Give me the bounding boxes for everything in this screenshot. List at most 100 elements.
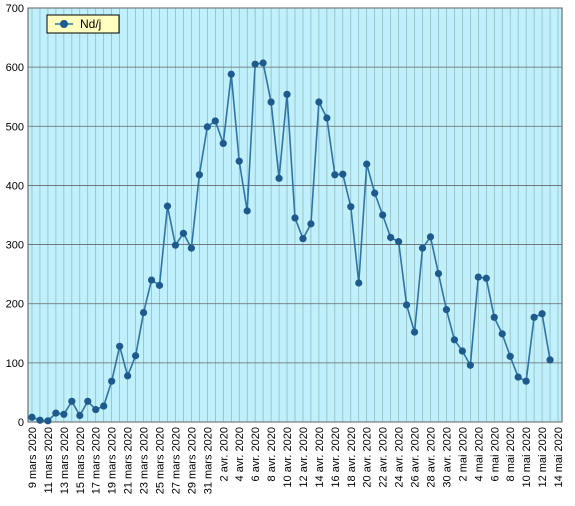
data-point — [60, 410, 68, 418]
x-tick-label: 9 mars 2020 — [27, 427, 39, 488]
legend-box — [46, 14, 120, 34]
data-point — [387, 233, 395, 242]
data-point — [195, 171, 203, 179]
x-tick-label: 14 mai 2020 — [553, 427, 565, 488]
x-tick-label: 29 mars 2020 — [186, 427, 198, 494]
data-point — [514, 373, 522, 381]
x-tick-label: 15 mars 2020 — [75, 427, 87, 494]
data-point — [219, 139, 227, 148]
data-point — [179, 229, 188, 237]
data-point — [259, 59, 267, 67]
data-point — [426, 233, 435, 241]
x-tick-label: 16 avr. 2020 — [330, 427, 342, 488]
data-point — [323, 114, 331, 122]
data-point — [76, 411, 84, 420]
x-tick-label: 8 avr. 2020 — [266, 427, 278, 481]
y-tick-label: 700 — [6, 3, 24, 15]
data-point — [52, 409, 60, 417]
data-point — [458, 347, 466, 355]
x-tick-label: 8 mai 2020 — [505, 427, 517, 481]
x-tick-label: 19 mars 2020 — [107, 427, 119, 494]
x-tick-label: 2 mai 2020 — [457, 427, 469, 481]
x-tick-label: 12 mai 2020 — [537, 427, 549, 488]
legend-label: Nd/j — [80, 17, 101, 31]
x-tick-label: 20 avr. 2020 — [362, 427, 374, 488]
x-tick-label: 30 avr. 2020 — [441, 427, 453, 488]
data-point — [379, 211, 387, 219]
data-point — [139, 308, 148, 317]
x-tick-label: 2 avr. 2020 — [218, 427, 230, 481]
data-point — [299, 235, 307, 243]
data-point — [235, 157, 243, 165]
data-point — [124, 372, 132, 380]
x-tick-label: 10 mai 2020 — [521, 427, 533, 488]
data-point — [347, 203, 355, 211]
data-point — [418, 244, 427, 252]
data-point — [108, 377, 116, 385]
x-tick-label: 6 mai 2020 — [489, 427, 501, 481]
data-point — [171, 241, 180, 249]
data-point — [498, 330, 506, 338]
data-point — [546, 356, 554, 364]
x-tick-label: 4 avr. 2020 — [234, 427, 246, 481]
data-point — [410, 328, 419, 336]
data-point — [155, 281, 164, 289]
x-tick-label: 18 avr. 2020 — [346, 427, 358, 488]
data-point — [187, 244, 195, 252]
legend: Nd/j — [46, 14, 120, 34]
x-tick-label: 12 avr. 2020 — [298, 427, 310, 488]
y-tick-label: 100 — [6, 358, 24, 370]
data-point — [92, 405, 100, 414]
data-point — [163, 202, 172, 210]
data-point — [474, 273, 482, 281]
data-point — [44, 417, 52, 425]
y-tick-label: 500 — [6, 121, 24, 133]
data-point — [315, 98, 323, 106]
data-point — [100, 402, 108, 410]
data-point — [28, 413, 36, 421]
x-tick-label: 11 mars 2020 — [43, 427, 55, 493]
data-point — [267, 98, 275, 106]
data-point — [227, 70, 235, 78]
data-point — [211, 117, 219, 125]
x-tick-label: 10 avr. 2020 — [282, 427, 294, 488]
data-point — [251, 60, 259, 68]
y-tick-label: 400 — [6, 180, 24, 192]
data-point — [339, 170, 347, 178]
x-tick-label: 13 mars 2020 — [59, 427, 71, 494]
data-point — [131, 352, 140, 360]
x-tick-label: 31 mars 2020 — [202, 427, 214, 494]
x-tick-label: 21 mars 2020 — [123, 427, 135, 494]
data-point — [490, 313, 498, 321]
data-point — [482, 274, 490, 282]
x-tick-label: 27 mars 2020 — [170, 427, 182, 494]
data-point — [275, 174, 283, 182]
data-point — [116, 342, 124, 350]
data-point — [506, 352, 514, 360]
x-tick-label: 14 avr. 2020 — [314, 427, 326, 488]
data-point — [203, 123, 211, 131]
x-tick-label: 17 mars 2020 — [91, 427, 103, 494]
legend-marker — [60, 20, 68, 28]
data-point — [36, 416, 44, 424]
data-point — [355, 279, 363, 287]
data-point — [84, 397, 92, 405]
y-tick-label: 200 — [6, 299, 24, 311]
x-tick-label: 26 avr. 2020 — [410, 427, 422, 488]
data-point — [442, 306, 451, 314]
data-point — [466, 361, 474, 369]
data-point — [291, 214, 299, 222]
data-point — [283, 90, 291, 98]
data-point — [68, 397, 76, 405]
x-tick-label: 25 mars 2020 — [155, 427, 167, 494]
data-point — [402, 301, 411, 309]
x-tick-label: 24 avr. 2020 — [394, 427, 406, 488]
x-tick-label: 4 mai 2020 — [473, 427, 485, 481]
data-point — [434, 269, 443, 278]
data-point — [307, 220, 315, 228]
data-point — [450, 336, 459, 344]
y-tick-label: 600 — [6, 62, 24, 74]
x-tick-label: 6 avr. 2020 — [250, 427, 262, 481]
data-point — [530, 313, 538, 321]
